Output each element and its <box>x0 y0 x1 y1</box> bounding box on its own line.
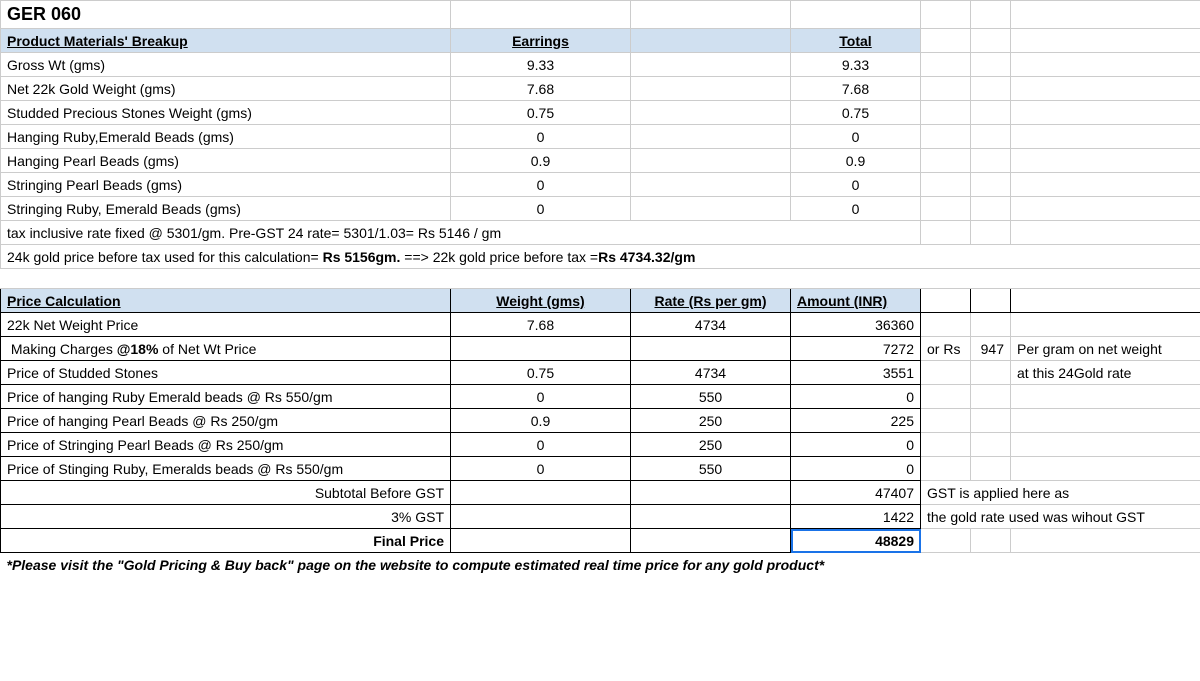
materials-row[interactable]: Hanging Pearl Beads (gms) 0.9 0.9 <box>1 149 1200 173</box>
materials-row[interactable]: Net 22k Gold Weight (gms) 7.68 7.68 <box>1 77 1200 101</box>
materials-header-earrings: Earrings <box>451 29 631 53</box>
final-price-label: Final Price <box>1 529 451 553</box>
materials-row[interactable]: Stringing Ruby, Emerald Beads (gms) 0 0 <box>1 197 1200 221</box>
footer-row: *Please visit the "Gold Pricing & Buy ba… <box>1 553 1200 577</box>
materials-header-label: Product Materials' Breakup <box>1 29 451 53</box>
footer-note: *Please visit the "Gold Pricing & Buy ba… <box>1 553 1200 577</box>
final-price-amount[interactable]: 48829 <box>791 529 921 553</box>
price-note: 24k gold price before tax used for this … <box>1 245 1200 269</box>
calc-header-weight: Weight (gms) <box>451 289 631 313</box>
materials-header-row[interactable]: Product Materials' Breakup Earrings Tota… <box>1 29 1200 53</box>
calc-row[interactable]: Price of Stinging Ruby, Emeralds beads @… <box>1 457 1200 481</box>
gst-amount: 1422 <box>791 505 921 529</box>
calc-header-label: Price Calculation <box>1 289 451 313</box>
materials-total: 9.33 <box>791 53 921 77</box>
subtotal-row[interactable]: Subtotal Before GST 47407 GST is applied… <box>1 481 1200 505</box>
calc-header-row[interactable]: Price Calculation Weight (gms) Rate (Rs … <box>1 289 1200 313</box>
materials-row[interactable]: Hanging Ruby,Emerald Beads (gms) 0 0 <box>1 125 1200 149</box>
calc-row[interactable]: Price of hanging Ruby Emerald beads @ Rs… <box>1 385 1200 409</box>
product-code-row[interactable]: GER 060 <box>1 1 1200 29</box>
materials-row[interactable]: Studded Precious Stones Weight (gms) 0.7… <box>1 101 1200 125</box>
pricing-table: GER 060 Product Materials' Breakup Earri… <box>0 0 1200 577</box>
calc-row[interactable]: Price of Studded Stones 0.75 4734 3551 a… <box>1 361 1200 385</box>
subtotal-amount: 47407 <box>791 481 921 505</box>
materials-label: Gross Wt (gms) <box>1 53 451 77</box>
final-price-row[interactable]: Final Price 48829 <box>1 529 1200 553</box>
calc-header-rate: Rate (Rs per gm) <box>631 289 791 313</box>
price-note-row[interactable]: 24k gold price before tax used for this … <box>1 245 1200 269</box>
materials-header-total: Total <box>791 29 921 53</box>
calc-row[interactable]: Price of hanging Pearl Beads @ Rs 250/gm… <box>1 409 1200 433</box>
calc-header-amount: Amount (INR) <box>791 289 921 313</box>
tax-note-row[interactable]: tax inclusive rate fixed @ 5301/gm. Pre-… <box>1 221 1200 245</box>
product-code: GER 060 <box>1 1 451 29</box>
materials-earrings: 9.33 <box>451 53 631 77</box>
gst-row[interactable]: 3% GST 1422 the gold rate used was wihou… <box>1 505 1200 529</box>
calc-row[interactable]: 22k Net Weight Price 7.68 4734 36360 <box>1 313 1200 337</box>
calc-row[interactable]: Making Charges @18% of Net Wt Price 7272… <box>1 337 1200 361</box>
calc-row[interactable]: Price of Stringing Pearl Beads @ Rs 250/… <box>1 433 1200 457</box>
materials-row[interactable]: Gross Wt (gms) 9.33 9.33 <box>1 53 1200 77</box>
gst-label: 3% GST <box>1 505 451 529</box>
tax-note: tax inclusive rate fixed @ 5301/gm. Pre-… <box>1 221 921 245</box>
spreadsheet-view: GER 060 Product Materials' Breakup Earri… <box>0 0 1200 681</box>
materials-row[interactable]: Stringing Pearl Beads (gms) 0 0 <box>1 173 1200 197</box>
subtotal-label: Subtotal Before GST <box>1 481 451 505</box>
